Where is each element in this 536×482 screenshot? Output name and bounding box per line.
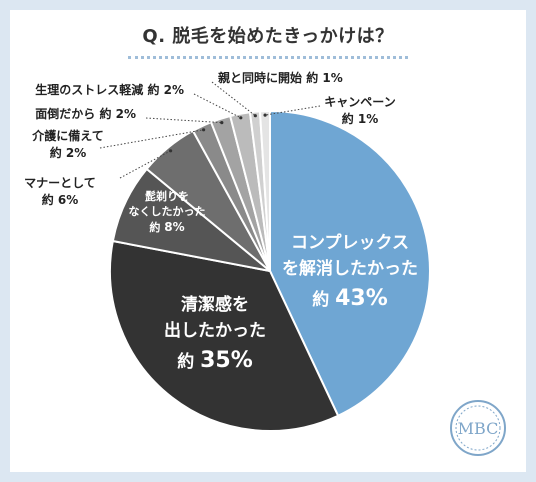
leader-dot-6 (239, 116, 243, 120)
slice-value-label: 約 43% (312, 286, 388, 311)
leader-line-5 (145, 117, 222, 124)
pie-slices (108, 109, 431, 432)
slice-value-label: 約 1% (306, 70, 343, 85)
slice-label-line: 介護に備えて (31, 128, 103, 143)
slice-label-line: 生理のストレス軽減 約 2% (35, 82, 184, 97)
slice-value-label: 約 2% (50, 145, 87, 160)
logo-text: MBC (458, 419, 499, 438)
slice-label-line: 親と同時に開始 約 1% (218, 70, 343, 85)
slice-value-label: 約 6% (42, 192, 79, 207)
title-underline (128, 56, 408, 59)
slice-value-label: 約 35% (177, 348, 253, 373)
slice-label-line: キャンペーン (324, 95, 395, 109)
slice-value-label: 約 2% (147, 82, 184, 97)
chart-title: Q. 脱毛を始めたきっかけは？ (142, 26, 394, 47)
leader-dot-5 (220, 121, 224, 125)
leader-line-4 (99, 129, 204, 149)
slice-label-line: 出したかった (164, 320, 266, 341)
slice-label-7: 親と同時に開始 約 1% (218, 70, 343, 85)
slice-label-6: 生理のストレス軽減 約 2% (35, 82, 184, 97)
slice-label-5: 面倒だから 約 2% (35, 106, 136, 121)
pie-slice-0 (269, 109, 431, 418)
leader-dot-8 (263, 113, 267, 117)
slice-label-line: 面倒だから 約 2% (35, 106, 136, 121)
leader-lines (99, 81, 321, 179)
slice-label-line: 髭剃りを (145, 189, 189, 203)
leader-line-3 (119, 150, 171, 179)
leader-line-8 (265, 105, 321, 116)
leader-dot-4 (202, 128, 206, 132)
leader-line-7 (211, 81, 256, 117)
pie-slice-8 (258, 109, 271, 272)
mbc-logo: MBC (450, 400, 506, 456)
slice-label-line: なくしたかった (129, 205, 206, 218)
slice-value-label: 約 1% (342, 111, 379, 126)
slice-value-label: 約 2% (99, 106, 136, 121)
slice-label-line: 清潔感を (181, 294, 249, 315)
slice-label-line: マナーとして (24, 176, 96, 190)
slice-label-line: コンプレックス (291, 232, 409, 253)
leader-dot-3 (169, 149, 173, 153)
leader-dot-7 (253, 114, 257, 118)
slice-value-label: 約 8% (149, 220, 184, 234)
pie-slice-1 (108, 239, 340, 432)
slice-label-line: を解消したかった (282, 258, 418, 279)
